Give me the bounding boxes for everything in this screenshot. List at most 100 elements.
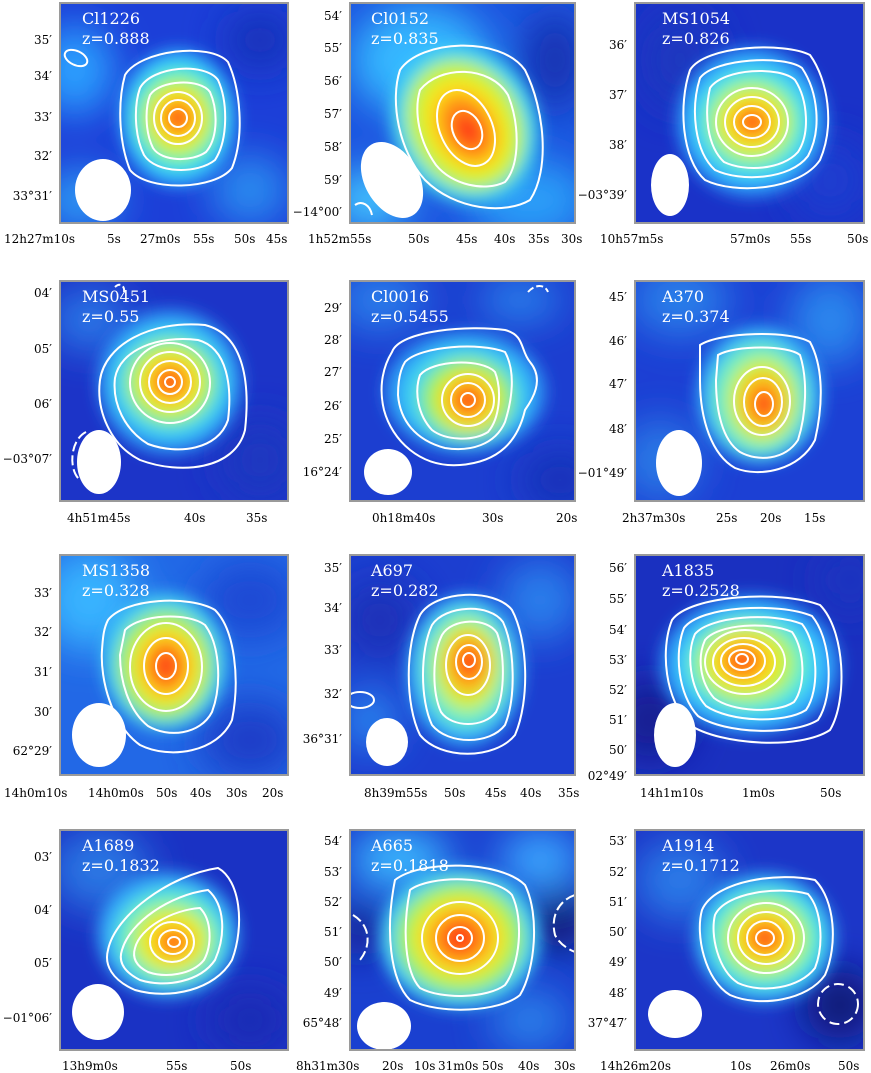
x-tick: 50s — [482, 1059, 503, 1073]
y-tick: 06′ — [34, 397, 52, 411]
y-tick: 36°31′ — [303, 732, 343, 746]
y-tick: 26′ — [324, 399, 342, 413]
cluster-redshift: z=0.888 — [82, 29, 150, 48]
y-tick: 27′ — [324, 365, 342, 379]
cluster-redshift: z=0.1832 — [82, 856, 160, 875]
y-tick: 46′ — [609, 334, 627, 348]
y-tick: 37′ — [609, 88, 627, 102]
y-tick: 58′ — [324, 140, 342, 154]
cluster-name: A1835 — [661, 561, 714, 580]
y-tick: 32′ — [34, 149, 52, 163]
x-tick: 50s — [444, 786, 465, 800]
x-tick: 30s — [482, 511, 503, 525]
y-tick: 48′ — [609, 422, 627, 436]
y-tick: 51′ — [609, 713, 627, 727]
x-tick: 20s — [262, 786, 283, 800]
cluster-name: A1914 — [661, 836, 714, 855]
cluster-redshift: z=0.826 — [662, 29, 730, 48]
panel-ms1358: MS1358 z=0.328 33′ 32′ 31′ 30′ 62°29′ 14… — [4, 554, 289, 800]
x-tick: 35s — [528, 232, 549, 246]
y-tick: 37°47′ — [588, 1016, 628, 1030]
x-tick: 55s — [790, 232, 811, 246]
x-tick: 14h0m10s — [4, 786, 67, 800]
y-tick: −03°07′ — [3, 452, 53, 466]
x-tick: 10s — [414, 1059, 435, 1073]
x-tick: 1h52m55s — [308, 232, 371, 246]
x-tick: 20s — [382, 1059, 403, 1073]
y-tick: 04′ — [34, 903, 52, 917]
y-tick: 05′ — [34, 342, 52, 356]
x-tick: 14h26m20s — [600, 1059, 671, 1073]
y-tick: 56′ — [324, 74, 342, 88]
cluster-redshift: z=0.835 — [371, 29, 439, 48]
cluster-name: A697 — [370, 561, 413, 580]
cluster-name: A665 — [370, 836, 413, 855]
y-tick: 34′ — [34, 69, 52, 83]
x-tick: 10s — [730, 1059, 751, 1073]
x-tick: 8h39m55s — [364, 786, 427, 800]
y-tick: 48′ — [609, 986, 627, 1000]
y-tick: 02°49′ — [588, 769, 628, 783]
panel-cl0152: Cl0152 z=0.835 54′ 55′ 56′ 57′ 58′ 59′ −… — [293, 2, 582, 246]
y-tick: 62°29′ — [13, 744, 53, 758]
x-tick: 50s — [230, 1059, 251, 1073]
x-tick: 12h27m10s — [4, 232, 75, 246]
y-tick: 29′ — [324, 301, 342, 315]
y-tick: 54′ — [609, 623, 627, 637]
y-tick: 32′ — [324, 687, 342, 701]
y-tick: 55′ — [324, 41, 342, 55]
y-tick: −03°39′ — [578, 188, 628, 202]
x-tick: 31m0s — [438, 1059, 478, 1073]
x-tick: 40s — [494, 232, 515, 246]
x-tick: 20s — [760, 511, 781, 525]
x-tick: 40s — [190, 786, 211, 800]
y-tick: 47′ — [609, 377, 627, 391]
y-tick: 56′ — [609, 561, 627, 575]
y-tick: 32′ — [34, 625, 52, 639]
cluster-name: MS1054 — [662, 9, 730, 28]
x-tick: 15s — [804, 511, 825, 525]
y-tick: 38′ — [609, 138, 627, 152]
y-tick: 65°48′ — [303, 1016, 343, 1030]
x-tick: 40s — [184, 511, 205, 525]
x-tick: 10h57m5s — [600, 232, 663, 246]
panel-ms1054: MS1054 z=0.826 36′ 37′ 38′ −03°39′ 10h57… — [578, 2, 868, 246]
y-tick: 59′ — [324, 173, 342, 187]
y-tick: 49′ — [324, 986, 342, 1000]
x-tick: 14h0m0s — [88, 786, 144, 800]
x-tick: 20s — [556, 511, 577, 525]
cluster-redshift: z=0.1712 — [662, 856, 740, 875]
y-tick: 05′ — [34, 956, 52, 970]
cluster-redshift: z=0.2528 — [662, 581, 740, 600]
x-tick: 45s — [456, 232, 477, 246]
x-tick: 30s — [561, 232, 582, 246]
y-tick: 51′ — [324, 925, 342, 939]
cluster-name: Cl0152 — [371, 9, 429, 28]
panel-a370: A370 z=0.374 45′ 46′ 47′ 48′ −01°49′ 2h3… — [578, 280, 865, 525]
y-tick: 25′ — [324, 432, 342, 446]
y-tick: 34′ — [324, 601, 342, 615]
panel-cl1226: Cl1226 z=0.888 35′ 34′ 33′ 32′ 33°31′ 12… — [4, 2, 289, 246]
y-tick: 33′ — [34, 586, 52, 600]
cluster-redshift: z=0.374 — [662, 307, 730, 326]
cluster-name: A370 — [661, 287, 704, 306]
y-tick: 53′ — [609, 834, 627, 848]
y-tick: 55′ — [609, 592, 627, 606]
y-tick: −01°06′ — [3, 1011, 53, 1025]
x-tick: 50s — [820, 786, 841, 800]
panel-a1835: A1835 z=0.2528 56′ 55′ 54′ 53′ 52′ 51′ 5… — [588, 554, 865, 800]
x-tick: 8h31m30s — [296, 1059, 359, 1073]
y-tick: 54′ — [324, 9, 342, 23]
y-tick: 16°24′ — [303, 465, 343, 479]
x-tick: 57m0s — [730, 232, 770, 246]
y-tick: 52′ — [609, 683, 627, 697]
panel-a1689: A1689 z=0.1832 03′ 04′ 05′ −01°06′ 13h9m… — [3, 829, 289, 1073]
y-tick: 36′ — [609, 38, 627, 52]
y-tick: 50′ — [609, 743, 627, 757]
y-tick: 04′ — [34, 286, 52, 300]
y-tick: 31′ — [34, 665, 52, 679]
cluster-redshift: z=0.55 — [82, 307, 139, 326]
x-tick: 27m0s — [140, 232, 180, 246]
x-tick: 30s — [226, 786, 247, 800]
x-tick: 30s — [554, 1059, 575, 1073]
